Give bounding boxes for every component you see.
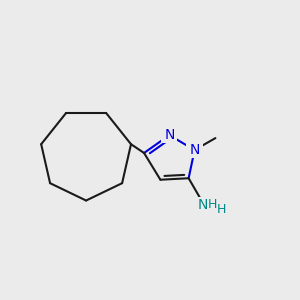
Bar (194, 197, 219, 216)
Bar (186, 142, 203, 158)
Text: N: N (164, 128, 175, 142)
Text: H: H (217, 203, 226, 216)
Bar (161, 127, 178, 143)
Text: H: H (208, 199, 217, 212)
Text: N: N (189, 143, 200, 157)
Text: N: N (197, 198, 208, 212)
